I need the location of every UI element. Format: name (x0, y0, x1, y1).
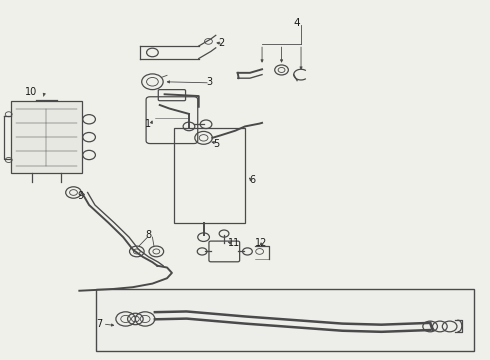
Text: 12: 12 (255, 238, 267, 248)
Bar (11, 102, 82, 173)
Text: 2: 2 (218, 38, 224, 48)
Bar (97, 289, 474, 351)
Text: 9: 9 (77, 191, 83, 201)
Text: 5: 5 (213, 139, 220, 149)
Text: 10: 10 (25, 87, 37, 98)
Text: 3: 3 (206, 77, 212, 87)
Text: 11: 11 (228, 238, 240, 248)
Text: 1: 1 (145, 119, 151, 129)
Bar (174, 128, 245, 223)
Text: 6: 6 (250, 175, 256, 185)
Text: 8: 8 (145, 230, 151, 240)
Text: 4: 4 (294, 18, 300, 28)
Text: 7: 7 (97, 319, 102, 329)
